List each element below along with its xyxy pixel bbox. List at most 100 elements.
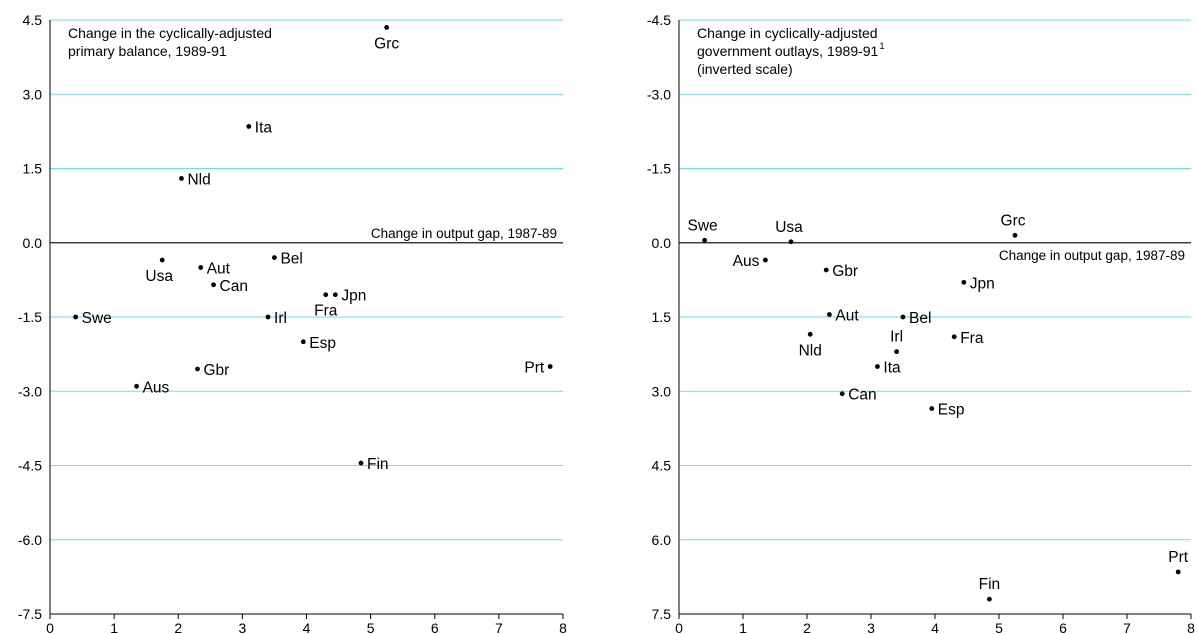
y-tick-label: 0.0 xyxy=(23,235,43,251)
y-tick-label: 0.0 xyxy=(652,235,672,251)
title-footnote-marker: 1 xyxy=(880,41,885,51)
chart-title-line: primary balance, 1989-91 xyxy=(68,43,227,59)
point-label: Usa xyxy=(145,268,173,285)
data-point xyxy=(827,312,832,317)
data-point xyxy=(788,239,794,245)
data-point xyxy=(198,265,204,270)
point-label: Aus xyxy=(143,379,170,396)
y-tick-label: -7.5 xyxy=(18,606,42,622)
point-label: Esp xyxy=(309,335,336,352)
point-label: Fin xyxy=(979,576,1001,593)
point-label: Grc xyxy=(1001,212,1026,229)
y-tick-label: -3.0 xyxy=(647,86,671,102)
point-label: Gbr xyxy=(203,362,229,379)
x-tick-label: 5 xyxy=(367,620,375,634)
point-label: Esp xyxy=(938,402,965,419)
data-point xyxy=(358,460,364,466)
x-tick-label: 6 xyxy=(431,620,439,634)
chart-title-line: Change in the cyclically-adjusted xyxy=(68,25,272,41)
point-label: Gbr xyxy=(832,263,858,280)
y-tick-label: 4.5 xyxy=(652,458,672,474)
x-tick-label: 6 xyxy=(1059,620,1067,634)
point-label: Aut xyxy=(835,308,859,325)
x-tick-label: 8 xyxy=(559,620,567,634)
y-tick-label: -4.5 xyxy=(647,12,671,28)
data-point xyxy=(702,237,707,243)
point-label: Aut xyxy=(207,261,231,278)
x-tick-label: 7 xyxy=(1123,620,1131,634)
data-point xyxy=(763,257,768,263)
data-point xyxy=(179,176,184,181)
point-label: Swe xyxy=(82,310,112,327)
y-tick-label: -1.5 xyxy=(18,309,42,325)
x-axis-label: Change in output gap, 1987-89 xyxy=(371,226,557,241)
data-point xyxy=(987,596,992,602)
data-point xyxy=(823,267,829,273)
point-label: Irl xyxy=(890,329,903,346)
point-label: Jpn xyxy=(341,288,366,305)
data-point xyxy=(323,292,329,298)
y-tick-label: 1.5 xyxy=(23,161,43,177)
data-point xyxy=(1175,569,1181,575)
data-point xyxy=(73,314,79,320)
x-tick-label: 7 xyxy=(495,620,503,634)
x-tick-label: 4 xyxy=(303,620,311,634)
point-label: Prt xyxy=(524,360,545,377)
y-tick-label: -6.0 xyxy=(18,532,42,548)
x-tick-label: 1 xyxy=(739,620,747,634)
y-tick-label: 3.0 xyxy=(23,86,43,102)
data-point xyxy=(839,391,845,397)
point-label: Bel xyxy=(280,251,302,268)
x-tick-label: 3 xyxy=(867,620,875,634)
x-tick-label: 8 xyxy=(1187,620,1195,634)
data-point xyxy=(1012,232,1018,238)
point-label: Prt xyxy=(1168,549,1189,566)
data-point xyxy=(951,334,957,340)
point-label: Grc xyxy=(374,35,399,52)
y-tick-label: 1.5 xyxy=(652,309,672,325)
data-point xyxy=(211,282,216,288)
data-point xyxy=(547,364,553,369)
data-point xyxy=(332,292,338,298)
point-label: Can xyxy=(220,278,248,295)
point-label: Can xyxy=(848,387,876,404)
data-point xyxy=(265,314,271,320)
point-label: Jpn xyxy=(970,275,995,292)
point-label: Ita xyxy=(883,360,901,377)
y-tick-label: 4.5 xyxy=(23,12,43,28)
data-point xyxy=(900,314,906,320)
chart-title-line: Change in cyclically-adjusted xyxy=(697,25,878,41)
data-point xyxy=(246,124,252,129)
y-tick-label: -3.0 xyxy=(18,383,42,399)
data-point xyxy=(159,257,165,263)
data-point xyxy=(195,366,200,372)
data-point xyxy=(272,255,277,260)
x-tick-label: 2 xyxy=(803,620,811,634)
x-tick-label: 0 xyxy=(675,620,683,634)
x-axis-label: Change in output gap, 1987-89 xyxy=(999,248,1185,263)
y-tick-label: 6.0 xyxy=(652,532,672,548)
point-label: Aus xyxy=(733,253,760,270)
chart-title-line: (inverted scale) xyxy=(697,61,793,77)
data-point xyxy=(929,406,935,411)
data-point xyxy=(875,364,880,369)
point-label: Irl xyxy=(274,310,287,327)
data-point xyxy=(134,383,139,389)
data-point xyxy=(807,331,813,337)
y-tick-label: -1.5 xyxy=(647,161,671,177)
data-point xyxy=(300,339,306,345)
x-tick-label: 2 xyxy=(174,620,182,634)
point-label: Nld xyxy=(187,171,210,188)
point-label: Swe xyxy=(688,217,718,234)
data-point xyxy=(961,279,967,285)
data-point xyxy=(384,25,390,30)
point-label: Fra xyxy=(960,330,984,347)
x-tick-label: 0 xyxy=(46,620,54,634)
y-tick-label: 7.5 xyxy=(652,606,672,622)
point-label: Bel xyxy=(909,310,931,327)
point-label: Ita xyxy=(255,119,273,136)
chart-title-line: government outlays, 1989-91 xyxy=(697,43,879,59)
